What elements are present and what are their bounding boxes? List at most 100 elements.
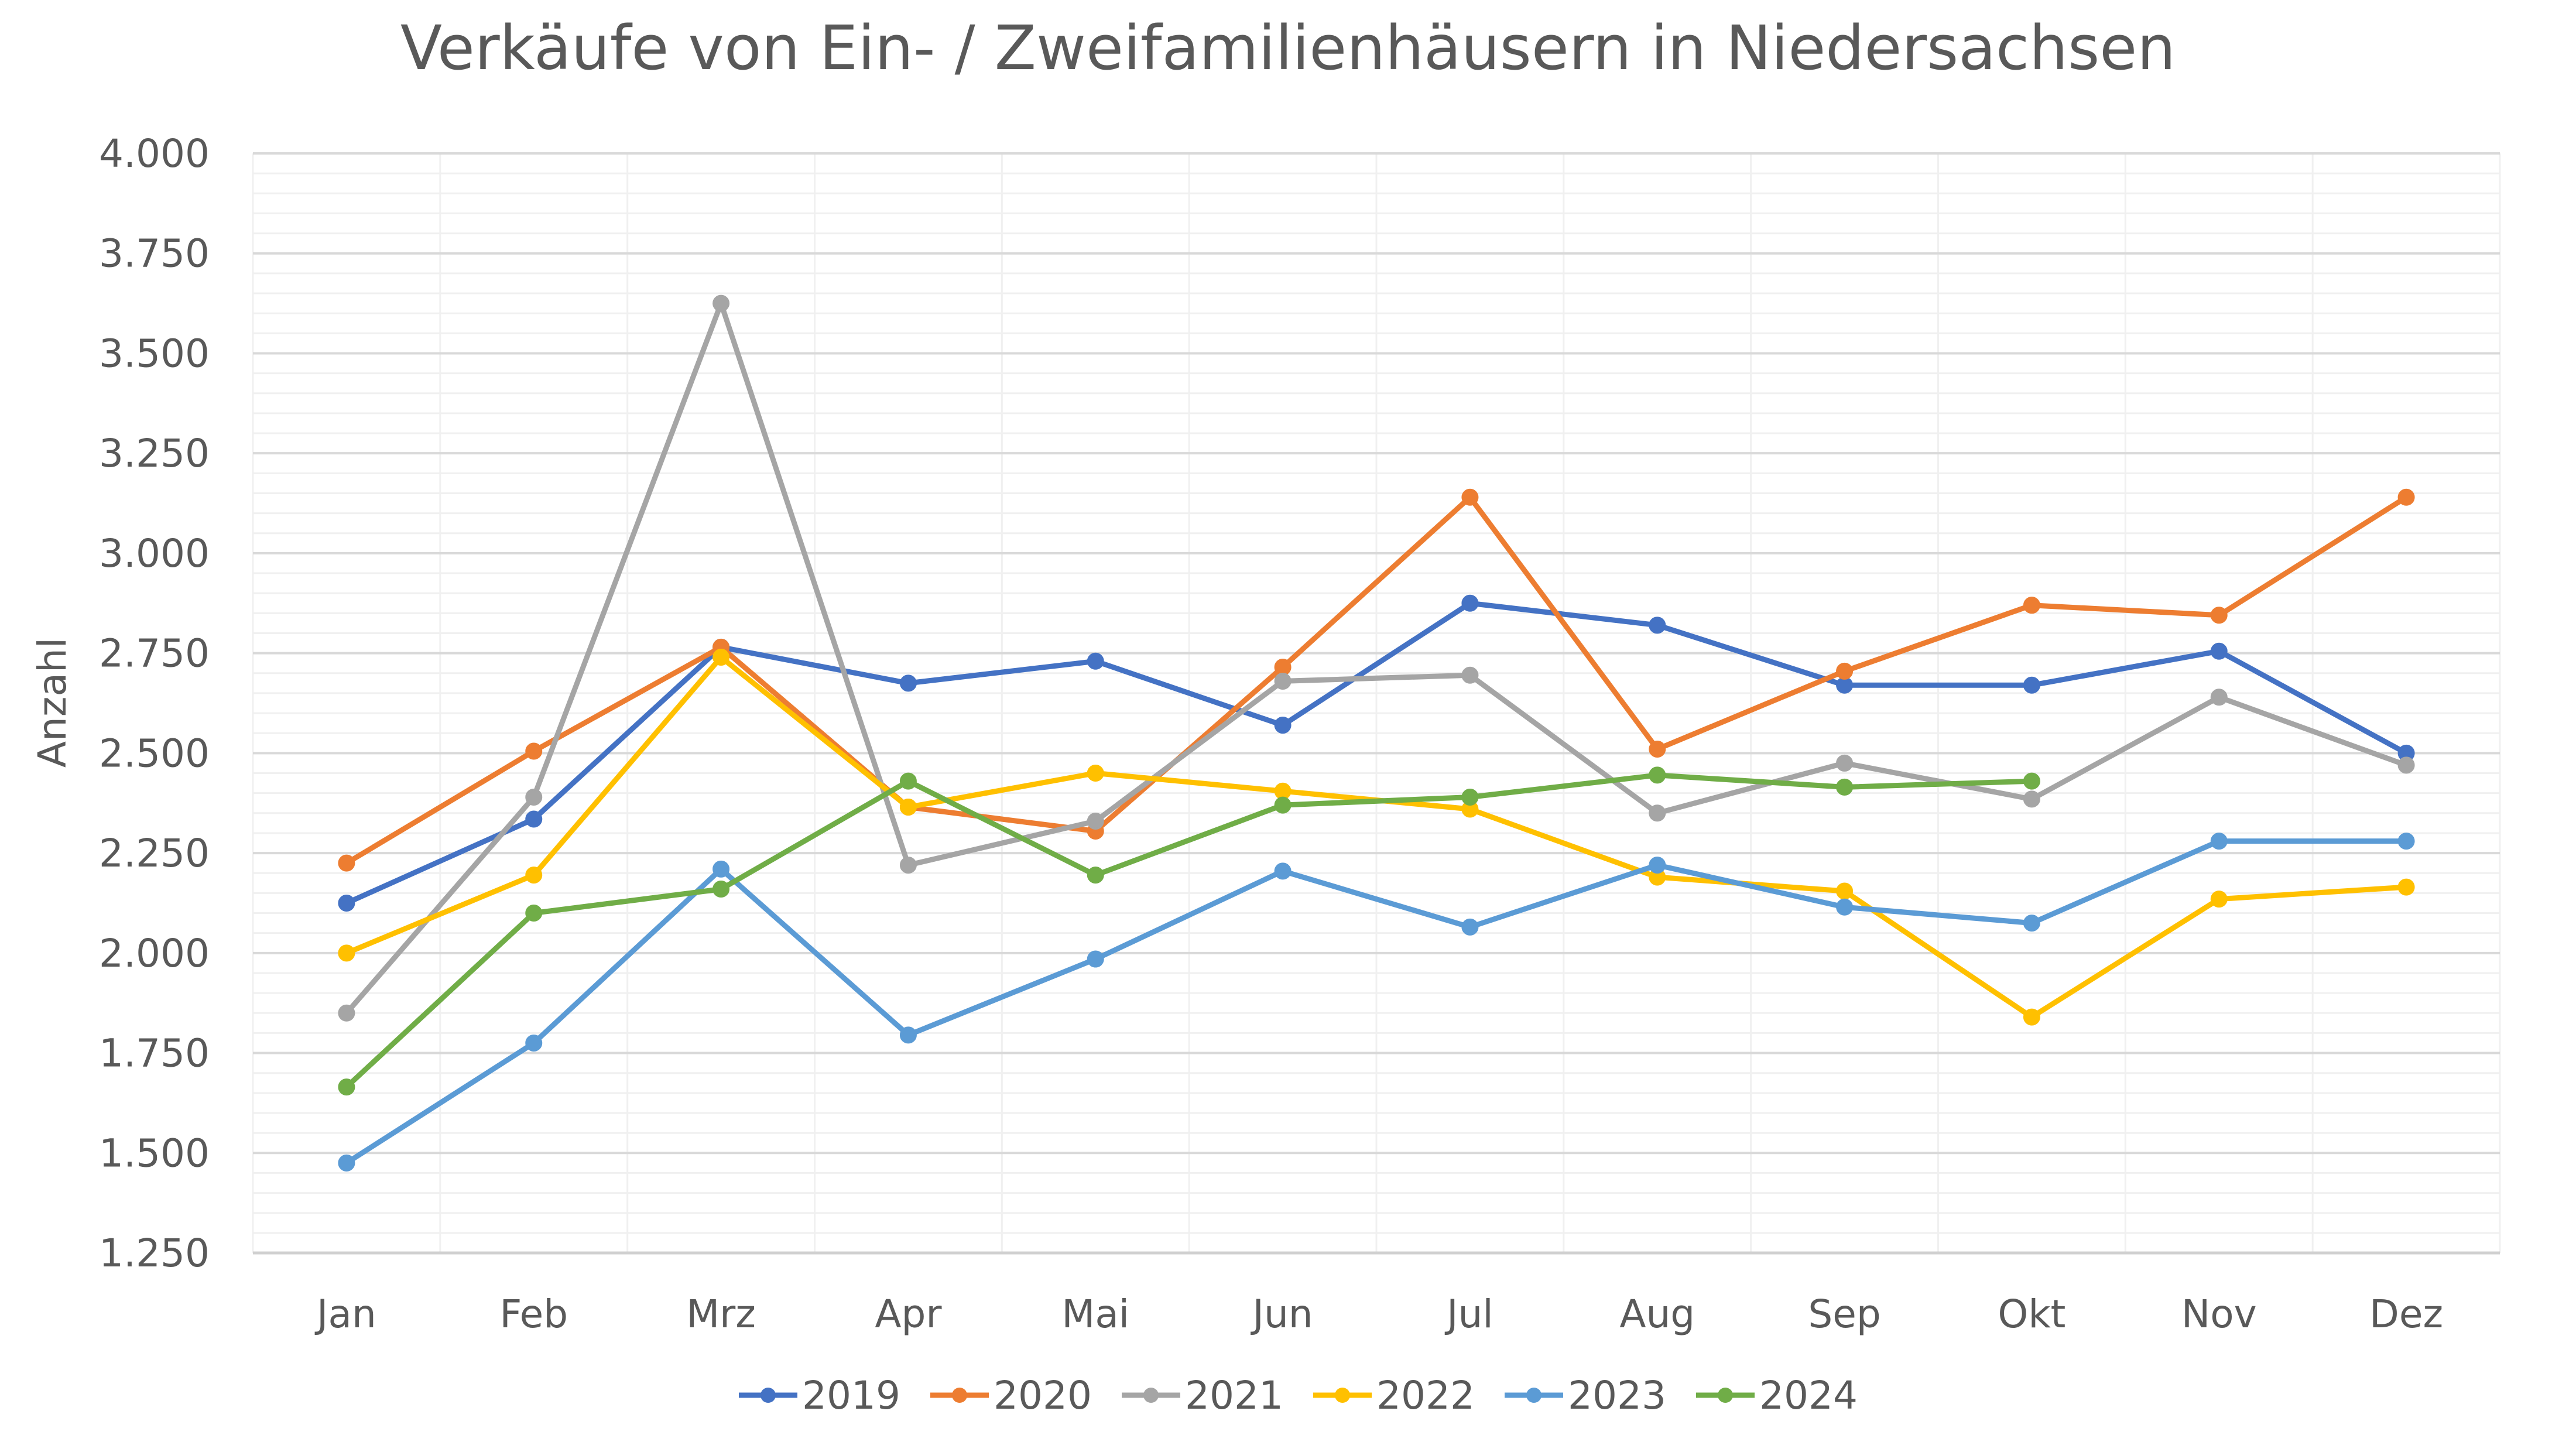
- data-point: [712, 881, 730, 898]
- data-point: [1274, 796, 1292, 814]
- legend-item-2024: 2024: [1696, 1373, 1858, 1418]
- data-point: [2023, 1008, 2040, 1026]
- legend-marker: [1526, 1388, 1542, 1403]
- data-point: [338, 894, 355, 912]
- data-point: [899, 772, 917, 790]
- y-axis-label: Anzahl: [30, 638, 75, 768]
- data-point: [2210, 833, 2228, 850]
- data-point: [1274, 659, 1292, 676]
- data-point: [2210, 642, 2228, 660]
- data-point: [338, 1078, 355, 1096]
- series-line: [344, 772, 2034, 1090]
- y-tick-label: 2.500: [99, 731, 210, 776]
- legend-label: 2020: [994, 1373, 1092, 1418]
- data-point: [2023, 772, 2040, 790]
- data-point: [1087, 812, 1104, 830]
- y-tick-label: 1.750: [99, 1031, 210, 1076]
- y-tick-label: 4.000: [99, 131, 210, 176]
- data-point: [525, 905, 543, 922]
- data-point: [1461, 594, 1479, 612]
- data-point: [1087, 765, 1104, 782]
- data-point: [712, 294, 730, 312]
- data-point: [525, 788, 543, 806]
- legend-marker: [1718, 1388, 1733, 1403]
- data-point: [2023, 676, 2040, 694]
- x-tick-label: Dez: [2369, 1292, 2443, 1337]
- y-tick-label: 3.750: [99, 231, 210, 276]
- data-point: [2023, 790, 2040, 808]
- legend-item-2019: 2019: [739, 1373, 900, 1418]
- axes: 1.250 1.500 1.750 2.000 2.250 2.500 2.750 3.000…: [99, 131, 2500, 1337]
- data-point: [1274, 782, 1292, 800]
- x-tick-label: Okt: [1998, 1292, 2065, 1337]
- chart-title: Verkäufe von Ein- / Zweifamilienhäusern …: [400, 12, 2176, 84]
- data-point: [2023, 915, 2040, 932]
- y-tick-label: 1.250: [99, 1231, 210, 1276]
- y-tick-label: 3.250: [99, 431, 210, 476]
- series-2019: [338, 594, 2415, 912]
- data-point: [1649, 766, 1666, 784]
- data-point: [2210, 891, 2228, 908]
- data-point: [2023, 597, 2040, 614]
- data-point: [1087, 867, 1104, 884]
- data-point: [2210, 689, 2228, 706]
- legend-item-2023: 2023: [1505, 1373, 1666, 1418]
- series-group: [338, 294, 2415, 1172]
- x-tick-label: Jan: [314, 1292, 376, 1337]
- y-tick-label: 2.750: [99, 631, 210, 676]
- data-point: [338, 1154, 355, 1172]
- data-point: [1461, 488, 1479, 506]
- data-point: [2397, 878, 2415, 896]
- data-point: [1274, 717, 1292, 734]
- legend-item-2021: 2021: [1122, 1373, 1283, 1418]
- data-point: [1087, 652, 1104, 670]
- legend-marker: [1335, 1388, 1350, 1403]
- data-point: [338, 944, 355, 962]
- x-tick-label: Aug: [1619, 1292, 1695, 1337]
- series-line: [344, 300, 2409, 1016]
- data-point: [338, 854, 355, 872]
- data-point: [1649, 857, 1666, 874]
- data-point: [712, 860, 730, 878]
- data-point: [899, 1026, 917, 1044]
- legend-label: 2023: [1568, 1373, 1666, 1418]
- data-point: [2210, 607, 2228, 624]
- series-line: [344, 600, 2409, 906]
- data-point: [525, 1034, 543, 1052]
- y-tick-label: 1.500: [99, 1131, 210, 1176]
- data-point: [1649, 741, 1666, 758]
- legend-item-2020: 2020: [930, 1373, 1092, 1418]
- legend-marker: [1143, 1388, 1159, 1403]
- data-point: [1836, 882, 1854, 900]
- x-tick-label: Jun: [1251, 1292, 1313, 1337]
- data-point: [1836, 898, 1854, 916]
- data-point: [1461, 918, 1479, 936]
- data-point: [1836, 754, 1854, 772]
- data-point: [2397, 488, 2415, 506]
- x-tick-label: Mai: [1061, 1292, 1129, 1337]
- data-point: [712, 648, 730, 666]
- data-point: [899, 674, 917, 692]
- legend-marker: [761, 1388, 776, 1403]
- data-point: [525, 810, 543, 828]
- data-point: [525, 867, 543, 884]
- data-point: [1649, 617, 1666, 634]
- legend-marker: [952, 1388, 967, 1403]
- x-tick-label: Apr: [875, 1292, 942, 1337]
- data-point: [525, 742, 543, 760]
- data-point: [899, 799, 917, 816]
- series-line: [344, 838, 2409, 1166]
- y-tick-label: 2.000: [99, 931, 210, 976]
- series-2024: [338, 766, 2040, 1096]
- x-tick-label: Feb: [499, 1292, 568, 1337]
- data-point: [1836, 778, 1854, 796]
- legend-label: 2022: [1376, 1373, 1475, 1418]
- data-point: [338, 1004, 355, 1022]
- x-tick-label: Jul: [1444, 1292, 1493, 1337]
- y-tick-label: 2.250: [99, 831, 210, 876]
- legend-item-2022: 2022: [1313, 1373, 1475, 1418]
- data-point: [899, 857, 917, 874]
- y-tick-label: 3.000: [99, 531, 210, 576]
